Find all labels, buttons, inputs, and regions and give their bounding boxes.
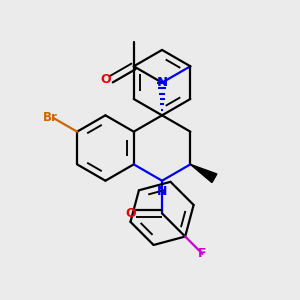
Polygon shape bbox=[190, 164, 217, 183]
Text: O: O bbox=[126, 207, 136, 220]
Text: F: F bbox=[198, 248, 207, 260]
Text: N: N bbox=[157, 185, 167, 198]
Text: O: O bbox=[101, 73, 111, 86]
Text: Br: Br bbox=[43, 111, 58, 124]
Text: N: N bbox=[157, 76, 168, 89]
